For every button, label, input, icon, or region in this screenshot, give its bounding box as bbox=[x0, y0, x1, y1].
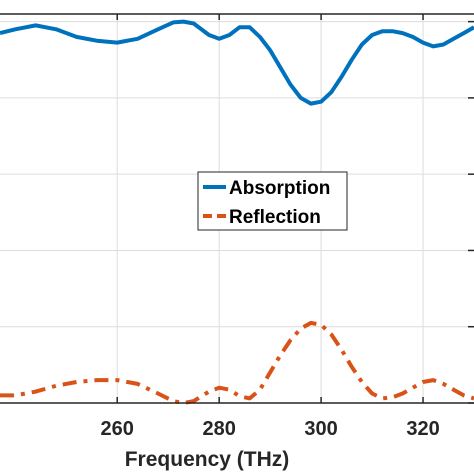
data-series bbox=[0, 19, 474, 405]
x-tick-labels: 260 280 300 320 bbox=[101, 418, 440, 440]
x-tick-label-320: 320 bbox=[406, 418, 439, 440]
axes bbox=[0, 13, 474, 404]
legend-label-absorption: Absorption bbox=[229, 178, 330, 199]
x-tick-label-300: 300 bbox=[304, 418, 337, 440]
series-line-absorption bbox=[0, 19, 474, 106]
legend-box bbox=[197, 171, 348, 231]
legend: Absorption Reflection bbox=[197, 171, 348, 231]
x-axis-label: Frequency (THz) bbox=[125, 448, 290, 471]
x-tick-label-280: 280 bbox=[202, 418, 235, 440]
legend-label-reflection: Reflection bbox=[229, 207, 321, 228]
x-tick-label-260: 260 bbox=[101, 418, 134, 440]
